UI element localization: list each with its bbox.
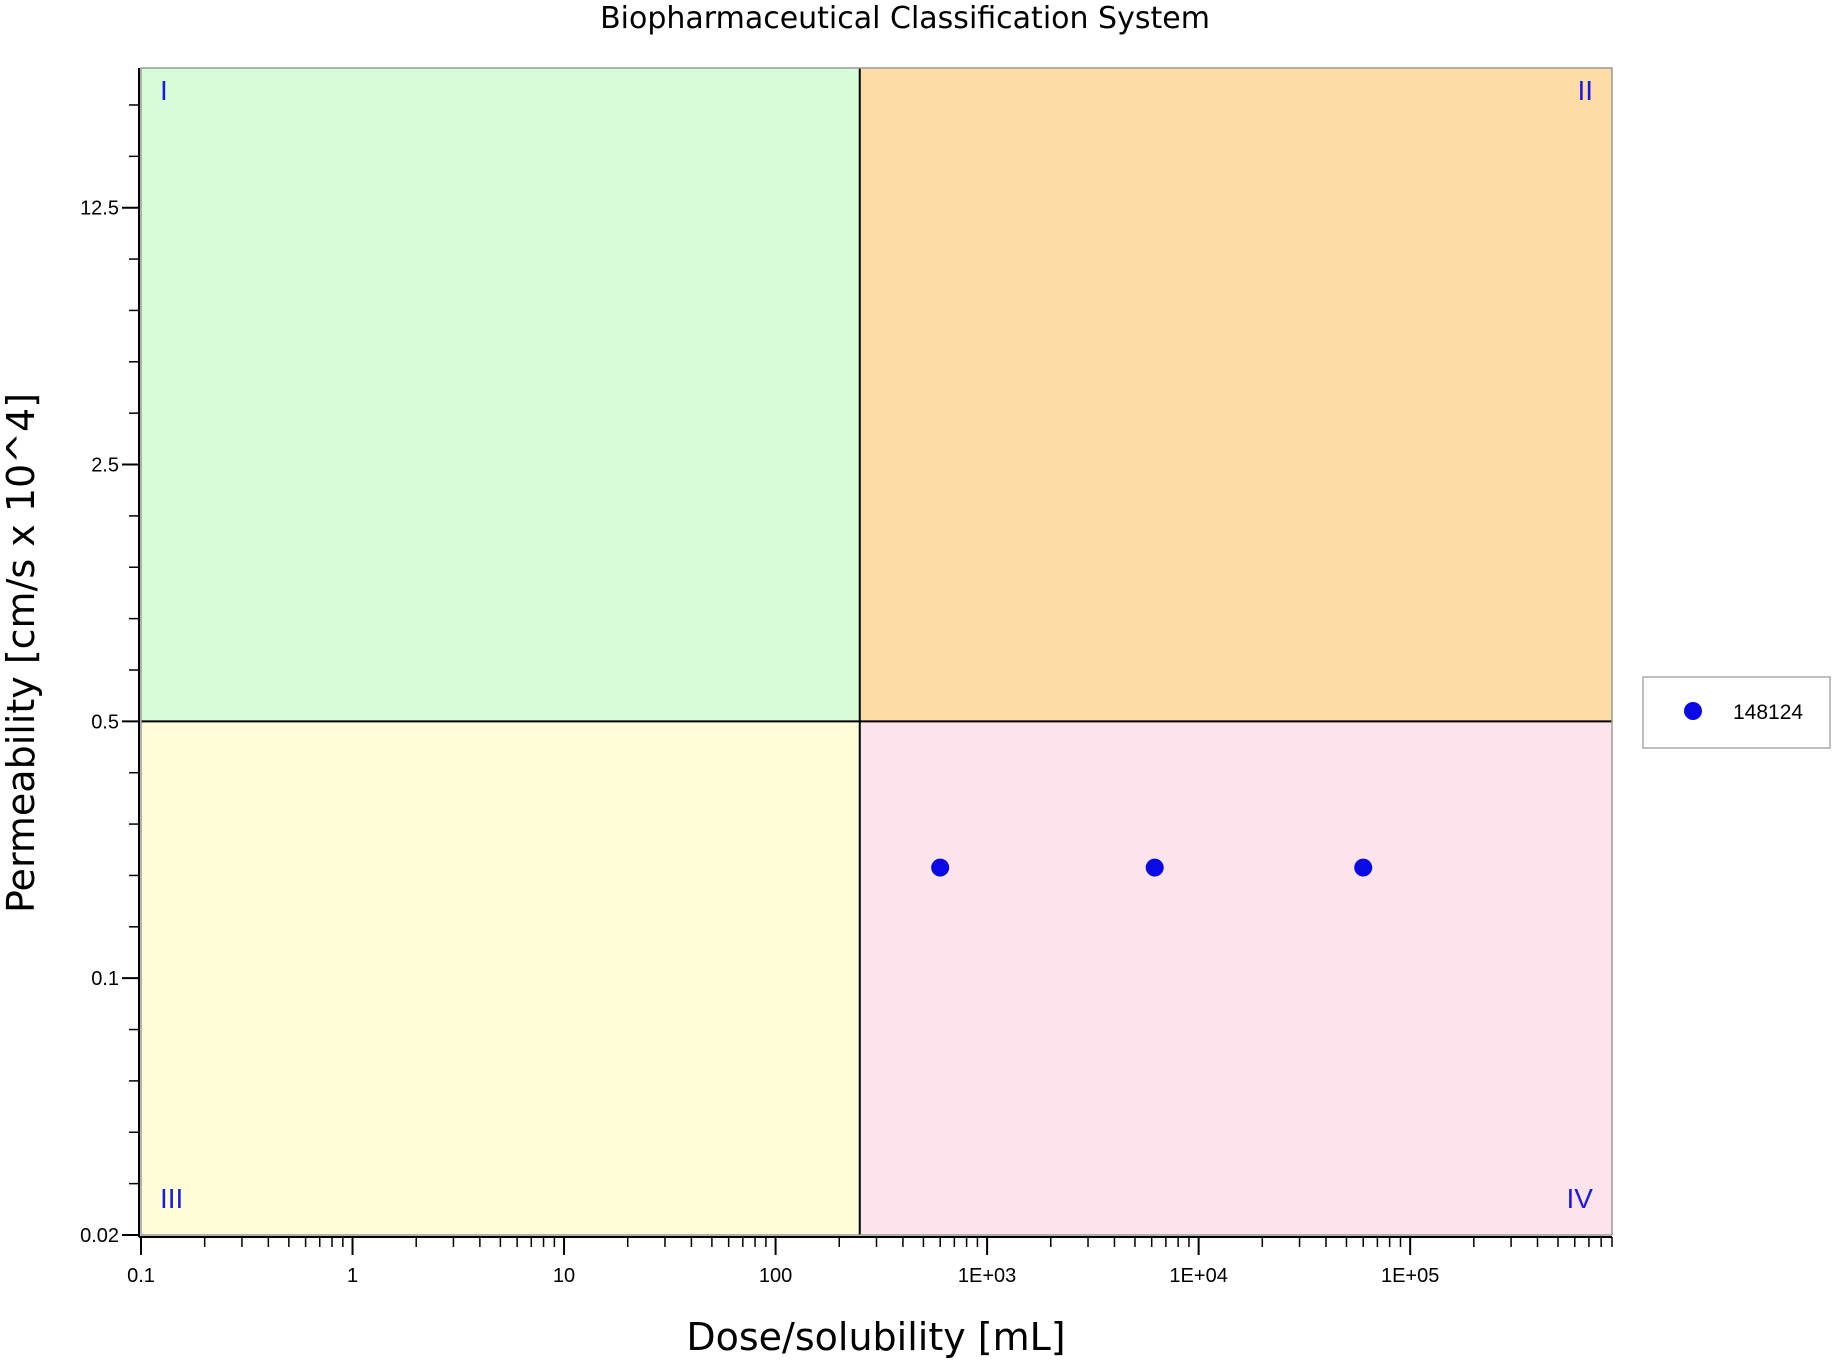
legend-label: 148124 bbox=[1733, 701, 1803, 724]
y-tick-label: 0.1 bbox=[91, 968, 119, 990]
x-tick-label: 1E+05 bbox=[1381, 1265, 1439, 1287]
x-tick-label: 1 bbox=[347, 1265, 358, 1287]
region-fills bbox=[141, 68, 1612, 1235]
region-4 bbox=[859, 721, 1612, 1235]
x-tick-label: 1E+04 bbox=[1169, 1265, 1227, 1287]
chart-title: Biopharmaceutical Classification System bbox=[600, 1, 1210, 36]
region-label-3: III bbox=[160, 1183, 183, 1214]
region-3 bbox=[141, 721, 860, 1235]
class-boundaries bbox=[141, 68, 1612, 1235]
y-tick-label: 0.5 bbox=[91, 711, 119, 733]
y-axis-label: Permeability [cm/s x 10^4] bbox=[0, 393, 43, 913]
x-tick-label: 100 bbox=[759, 1265, 792, 1287]
y-tick-label: 12.5 bbox=[80, 198, 119, 220]
data-point bbox=[1145, 858, 1164, 877]
axes: 0.1 1 10 100 1E+03 1E+04 1E+05 0.02 0.1 0.5 2.5 12.… bbox=[80, 68, 1613, 1287]
legend-marker bbox=[1684, 702, 1702, 720]
region-label-1: I bbox=[160, 75, 168, 106]
data-point bbox=[1354, 858, 1373, 877]
x-tick-label: 10 bbox=[553, 1265, 575, 1287]
region-label-4: IV bbox=[1567, 1183, 1594, 1214]
x-tick-label: 0.1 bbox=[127, 1265, 155, 1287]
data-point bbox=[931, 858, 950, 877]
region-1 bbox=[141, 68, 860, 722]
region-label-2: II bbox=[1577, 75, 1593, 106]
region-2 bbox=[859, 68, 1612, 722]
x-tick-label: 1E+03 bbox=[958, 1265, 1016, 1287]
y-tick-label: 0.02 bbox=[80, 1225, 119, 1247]
legend: 148124 bbox=[1642, 676, 1831, 749]
y-tick-label: 2.5 bbox=[91, 455, 119, 477]
legend-box bbox=[1642, 676, 1831, 749]
x-axis-label: Dose/solubility [mL] bbox=[686, 1315, 1065, 1359]
plot-frame bbox=[140, 67, 1613, 1236]
data-points bbox=[931, 858, 1373, 877]
